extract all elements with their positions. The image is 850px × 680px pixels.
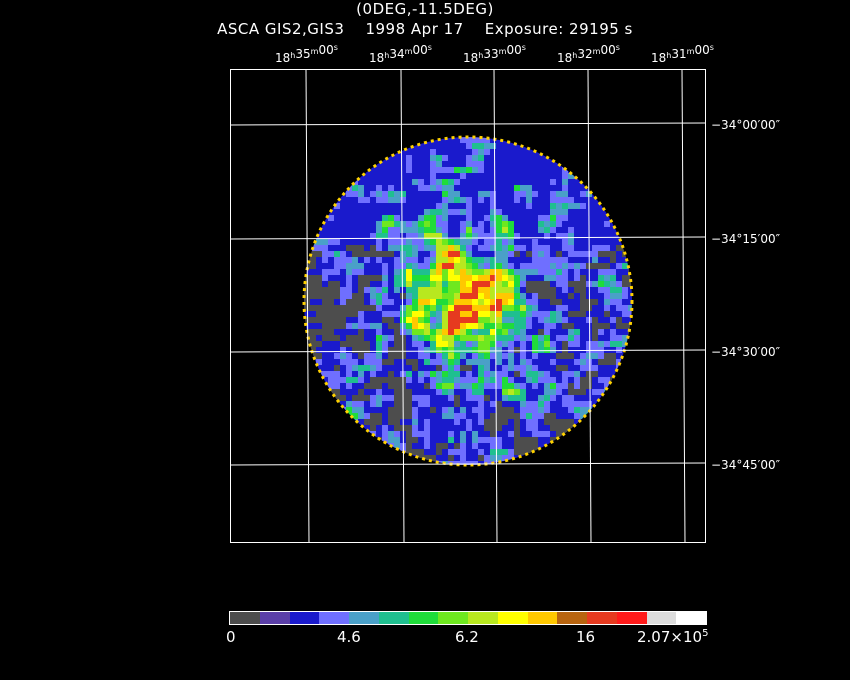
image-title: (0DEG,-11.5DEG) — [356, 0, 494, 18]
colorbar-swatch — [349, 612, 379, 624]
dec-tick-label: −34°00′00″ — [711, 118, 781, 132]
colorbar-swatch — [468, 612, 498, 624]
exposure-label: Exposure: 29195 s — [484, 20, 633, 38]
colorbar-max-exponent: 5 — [702, 628, 709, 639]
colorbar-swatch — [230, 612, 260, 624]
colorbar-swatch — [319, 612, 349, 624]
ra-tick-label: 18h31m00s — [651, 43, 714, 65]
colorbar-label-min: 0 — [226, 628, 236, 646]
dec-tick-label: −34°45′00″ — [711, 458, 781, 472]
colorbar-max-base: 2.07×10 — [637, 628, 703, 646]
colorbar — [229, 611, 707, 625]
coordinate-grid — [230, 69, 706, 543]
observation-date: 1998 Apr 17 — [365, 20, 464, 38]
dec-tick-label: −34°30′00″ — [711, 345, 781, 359]
colorbar-swatch — [259, 612, 290, 624]
colorbar-swatch — [438, 612, 468, 624]
ra-axis-labels: 18h35m00s 18h34m00s 18h33m00s 18h32m00s 18h3… — [275, 43, 714, 65]
colorbar-swatch — [587, 612, 617, 624]
image-subtitle: ASCA GIS2,GIS3 1998 Apr 17 Exposure: 291… — [0, 20, 850, 38]
dec-tick-label: −34°15′00″ — [711, 232, 781, 246]
colorbar-label-2: 4.6 — [337, 628, 361, 646]
instrument-label: ASCA GIS2,GIS3 — [217, 20, 345, 38]
colorbar-label-max: 2.07×105 — [637, 628, 708, 646]
ra-tick-label: 18h35m00s — [275, 43, 338, 65]
xray-field-image — [304, 137, 632, 465]
colorbar-swatch — [676, 612, 706, 624]
image-frame — [230, 69, 706, 543]
colorbar-label-4: 16 — [576, 628, 596, 646]
colorbar-swatch — [289, 612, 320, 624]
ra-tick-label: 18h34m00s — [369, 43, 432, 65]
colorbar-swatch — [616, 612, 647, 624]
colorbar-swatch — [408, 612, 439, 624]
colorbar-label-3: 6.2 — [455, 628, 479, 646]
colorbar-swatch — [527, 612, 558, 624]
ra-tick-label: 18h33m00s — [463, 43, 526, 65]
colorbar-swatch — [646, 612, 677, 624]
dec-axis-labels: −34°00′00″ −34°15′00″ −34°30′00″ −34°45′00″ — [711, 118, 781, 472]
ra-tick-label: 18h32m00s — [557, 43, 620, 65]
colorbar-swatch — [378, 612, 409, 624]
colorbar-swatch — [557, 612, 587, 624]
colorbar-swatch — [497, 612, 528, 624]
field-rim — [302, 135, 634, 467]
